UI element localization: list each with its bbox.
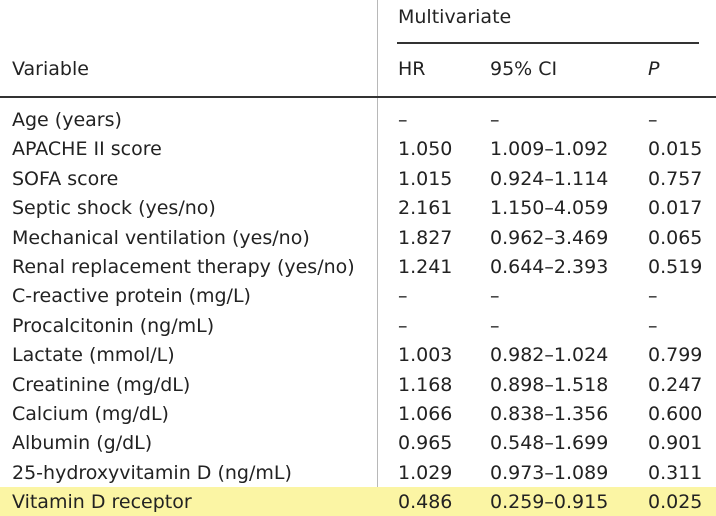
- cell-hr: 0.965: [398, 432, 453, 455]
- table-row: Albumin (g/dL) 0.965 0.548–1.699 0.901: [0, 428, 716, 457]
- column-header-ci: 95% CI: [490, 58, 558, 80]
- table-row: Procalcitonin (ng/mL) – – –: [0, 311, 716, 340]
- group-header-rule: [397, 42, 699, 44]
- cell-variable: Septic shock (yes/no): [12, 197, 216, 220]
- cell-ci: –: [490, 109, 500, 131]
- cell-p: –: [648, 314, 658, 337]
- cell-hr: 1.015: [398, 167, 453, 190]
- cell-variable: Lactate (mmol/L): [12, 344, 175, 367]
- cell-variable: Creatinine (mg/dL): [12, 373, 191, 396]
- cell-ci: 0.982–1.024: [490, 344, 609, 367]
- table-row: Lactate (mmol/L) 1.003 0.982–1.024 0.799: [0, 340, 716, 369]
- cell-variable: Procalcitonin (ng/mL): [12, 314, 215, 337]
- cell-hr: 0.486: [398, 491, 453, 514]
- cell-ci: 0.548–1.699: [490, 432, 609, 455]
- column-header-hr: HR: [398, 58, 426, 80]
- table-row: Calcium (mg/dL) 1.066 0.838–1.356 0.600: [0, 399, 716, 428]
- cell-p: 0.017: [648, 197, 703, 220]
- cell-variable: Mechanical ventilation (yes/no): [12, 226, 310, 249]
- header-rule: [0, 96, 716, 98]
- table-row-highlighted: Vitamin D receptor 0.486 0.259–0.915 0.0…: [0, 487, 716, 516]
- column-divider: [377, 0, 378, 512]
- cell-ci: –: [490, 314, 500, 337]
- cell-hr: 1.050: [398, 138, 453, 161]
- cell-variable: Calcium (mg/dL): [12, 402, 169, 425]
- table-row: Creatinine (mg/dL) 1.168 0.898–1.518 0.2…: [0, 370, 716, 399]
- column-header-variable: Variable: [12, 58, 89, 80]
- cell-ci: 1.150–4.059: [490, 197, 609, 220]
- table-row: Septic shock (yes/no) 2.161 1.150–4.059 …: [0, 193, 716, 222]
- cell-variable: Vitamin D receptor: [12, 491, 192, 514]
- table-row: SOFA score 1.015 0.924–1.114 0.757: [0, 164, 716, 193]
- cell-hr: 2.161: [398, 197, 453, 220]
- cell-hr: 1.241: [398, 255, 453, 278]
- cell-ci: 0.259–0.915: [490, 491, 609, 514]
- cell-variable: APACHE II score: [12, 138, 162, 161]
- cell-ci: –: [490, 285, 500, 308]
- cell-ci: 0.838–1.356: [490, 402, 609, 425]
- cell-hr: 1.003: [398, 344, 453, 367]
- cell-p: 0.015: [648, 138, 703, 161]
- cell-ci: 0.898–1.518: [490, 373, 609, 396]
- cell-hr: 1.066: [398, 402, 453, 425]
- table-row: Age (years) – – –: [0, 105, 716, 134]
- cell-variable: Renal replacement therapy (yes/no): [12, 255, 355, 278]
- cell-p: 0.247: [648, 373, 703, 396]
- cell-variable: SOFA score: [12, 167, 119, 190]
- cell-p: 0.519: [648, 255, 703, 278]
- multivariate-group-header: Multivariate: [398, 6, 512, 28]
- cell-ci: 1.009–1.092: [490, 138, 609, 161]
- column-header-p: P: [648, 58, 660, 80]
- table-body: Age (years) – – – APACHE II score 1.050 …: [0, 105, 716, 516]
- cell-p: –: [648, 109, 658, 131]
- cell-variable: 25-hydroxyvitamin D (ng/mL): [12, 461, 292, 484]
- table-row: Renal replacement therapy (yes/no) 1.241…: [0, 252, 716, 281]
- cell-hr: 1.168: [398, 373, 453, 396]
- cell-ci: 0.924–1.114: [490, 167, 609, 190]
- cell-p: 0.799: [648, 344, 703, 367]
- cell-p: 0.025: [648, 491, 703, 514]
- table-row: 25-hydroxyvitamin D (ng/mL) 1.029 0.973–…: [0, 458, 716, 487]
- cell-variable: Albumin (g/dL): [12, 432, 153, 455]
- cell-p: 0.311: [648, 461, 703, 484]
- cell-hr: 1.827: [398, 226, 453, 249]
- cell-ci: 0.644–2.393: [490, 255, 609, 278]
- cell-hr: 1.029: [398, 461, 453, 484]
- cell-hr: –: [398, 109, 408, 131]
- cell-hr: –: [398, 314, 408, 337]
- cell-hr: –: [398, 285, 408, 308]
- cell-p: –: [648, 285, 658, 308]
- table-row: C-reactive protein (mg/L) – – –: [0, 281, 716, 310]
- table-row: Mechanical ventilation (yes/no) 1.827 0.…: [0, 223, 716, 252]
- cell-ci: 0.973–1.089: [490, 461, 609, 484]
- cell-p: 0.065: [648, 226, 703, 249]
- cell-p: 0.757: [648, 167, 703, 190]
- cell-p: 0.901: [648, 432, 703, 455]
- cell-ci: 0.962–3.469: [490, 226, 609, 249]
- table-row: APACHE II score 1.050 1.009–1.092 0.015: [0, 134, 716, 163]
- cell-variable: Age (years): [12, 109, 122, 131]
- cell-p: 0.600: [648, 402, 703, 425]
- cell-variable: C-reactive protein (mg/L): [12, 285, 251, 308]
